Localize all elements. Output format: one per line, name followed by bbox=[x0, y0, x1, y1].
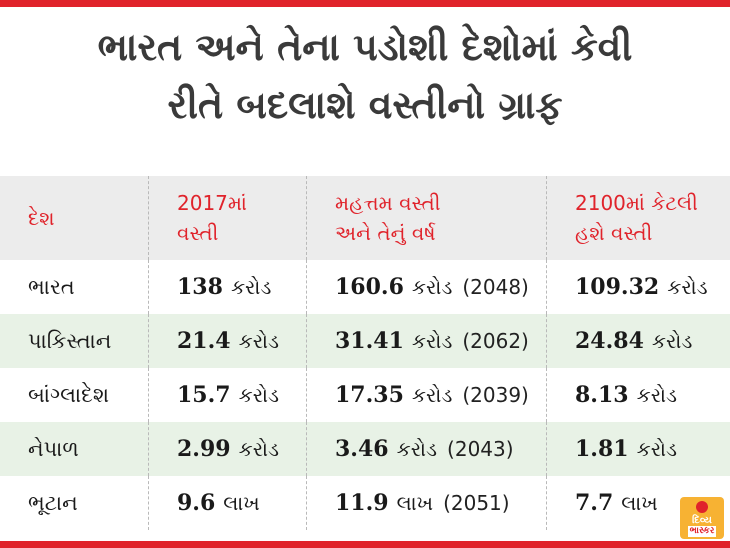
value: 109.32 bbox=[575, 274, 660, 300]
unit: કરોડ bbox=[411, 329, 453, 353]
value: 15.7 bbox=[177, 382, 231, 408]
sun-icon bbox=[696, 501, 708, 513]
year: (2048) bbox=[462, 275, 529, 299]
page-title: ભારત અને તેના પડોશી દેશોમાં કેવી રીતે બદ… bbox=[97, 25, 633, 127]
header-max-pop: મહત્તમ વસ્તી અને તેનું વર્ષ bbox=[306, 176, 546, 260]
year: (2043) bbox=[447, 437, 514, 461]
max-pop-cell: 17.35 કરોડ (2039) bbox=[306, 368, 546, 422]
unit: કરોડ bbox=[238, 329, 280, 353]
country-cell: બાંગ્લાદેશ bbox=[28, 382, 110, 407]
year: (2051) bbox=[443, 491, 510, 515]
unit: કરોડ bbox=[411, 383, 453, 407]
value: 1.81 bbox=[575, 436, 629, 462]
table-header-row: દેશ 2017માં વસ્તી મહત્તમ વસ્તી અને તેનું… bbox=[0, 176, 730, 260]
max-pop-cell: 11.9 લાખ (2051) bbox=[306, 476, 546, 530]
pop-2017-cell: 15.7 કરોડ bbox=[148, 368, 306, 422]
max-pop-cell: 3.46 કરોડ (2043) bbox=[306, 422, 546, 476]
unit: કરોડ bbox=[411, 275, 453, 299]
header-pop-2100: 2100માં કેટલી હશે વસ્તી bbox=[546, 176, 730, 260]
value: 21.4 bbox=[177, 328, 231, 354]
pop-2017-cell: 138 કરોડ bbox=[148, 260, 306, 314]
value: 17.35 bbox=[335, 382, 404, 408]
country-cell: પાકિસ્તાન bbox=[28, 328, 112, 353]
header-pop-2017: 2017માં વસ્તી bbox=[148, 176, 306, 260]
country-cell: ભૂટાન bbox=[28, 490, 78, 515]
unit: કરોડ bbox=[667, 275, 708, 299]
unit: કરોડ bbox=[230, 275, 272, 299]
logo-line-1: દિવ્ય bbox=[692, 515, 712, 526]
pop-2100-cell: 1.81 કરોડ bbox=[546, 422, 730, 476]
pop-2017-cell: 2.99 કરોડ bbox=[148, 422, 306, 476]
table-row: બાંગ્લાદેશ 15.7 કરોડ 17.35 કરોડ (2039) 8.13… bbox=[0, 368, 730, 422]
pop-2100-cell: 8.13 કરોડ bbox=[546, 368, 730, 422]
value: 24.84 bbox=[575, 328, 644, 354]
pop-2100-cell: 7.7 લાખ bbox=[546, 476, 730, 530]
max-pop-cell: 31.41 કરોડ (2062) bbox=[306, 314, 546, 368]
unit: લાખ bbox=[621, 491, 658, 515]
value: 3.46 bbox=[335, 436, 389, 462]
value: 2.99 bbox=[177, 436, 231, 462]
unit: કરોડ bbox=[238, 437, 280, 461]
table-row: પાકિસ્તાન 21.4 કરોડ 31.41 કરોડ (2062) 24.84… bbox=[0, 314, 730, 368]
bottom-accent-bar bbox=[0, 541, 730, 548]
unit: કરોડ bbox=[636, 383, 678, 407]
value: 31.41 bbox=[335, 328, 404, 354]
header-country: દેશ bbox=[28, 206, 55, 230]
unit: લાખ bbox=[223, 491, 260, 515]
table-row: ભારત 138 કરોડ 160.6 કરોડ (2048) 109.32 કરોડ bbox=[0, 260, 730, 314]
table-row: ભૂટાન 9.6 લાખ 11.9 લાખ (2051) 7.7 લાખ bbox=[0, 476, 730, 530]
unit: લાખ bbox=[396, 491, 434, 515]
table-row: નેપાળ 2.99 કરોડ 3.46 કરોડ (2043) 1.81 કરોડ bbox=[0, 422, 730, 476]
value: 160.6 bbox=[335, 274, 404, 300]
population-table: દેશ 2017માં વસ્તી મહત્તમ વસ્તી અને તેનું… bbox=[0, 176, 730, 530]
pop-2017-cell: 21.4 કરોડ bbox=[148, 314, 306, 368]
max-pop-cell: 160.6 કરોડ (2048) bbox=[306, 260, 546, 314]
country-cell: નેપાળ bbox=[28, 436, 79, 461]
unit: કરોડ bbox=[651, 329, 693, 353]
logo-line-2: ભાસ્કર bbox=[687, 526, 717, 537]
unit: કરોડ bbox=[238, 383, 280, 407]
value: 8.13 bbox=[575, 382, 629, 408]
pop-2100-cell: 24.84 કરોડ bbox=[546, 314, 730, 368]
value: 7.7 bbox=[575, 490, 614, 516]
value: 11.9 bbox=[335, 490, 389, 516]
unit: કરોડ bbox=[636, 437, 678, 461]
country-cell: ભારત bbox=[28, 274, 75, 299]
value: 9.6 bbox=[177, 490, 216, 516]
pop-2017-cell: 9.6 લાખ bbox=[148, 476, 306, 530]
value: 138 bbox=[177, 274, 223, 300]
year: (2039) bbox=[462, 383, 529, 407]
divya-bhaskar-logo: દિવ્ય ભાસ્કર bbox=[680, 497, 724, 539]
year: (2062) bbox=[462, 329, 529, 353]
pop-2100-cell: 109.32 કરોડ bbox=[546, 260, 730, 314]
unit: કરોડ bbox=[396, 437, 438, 461]
top-accent-bar bbox=[0, 0, 730, 7]
